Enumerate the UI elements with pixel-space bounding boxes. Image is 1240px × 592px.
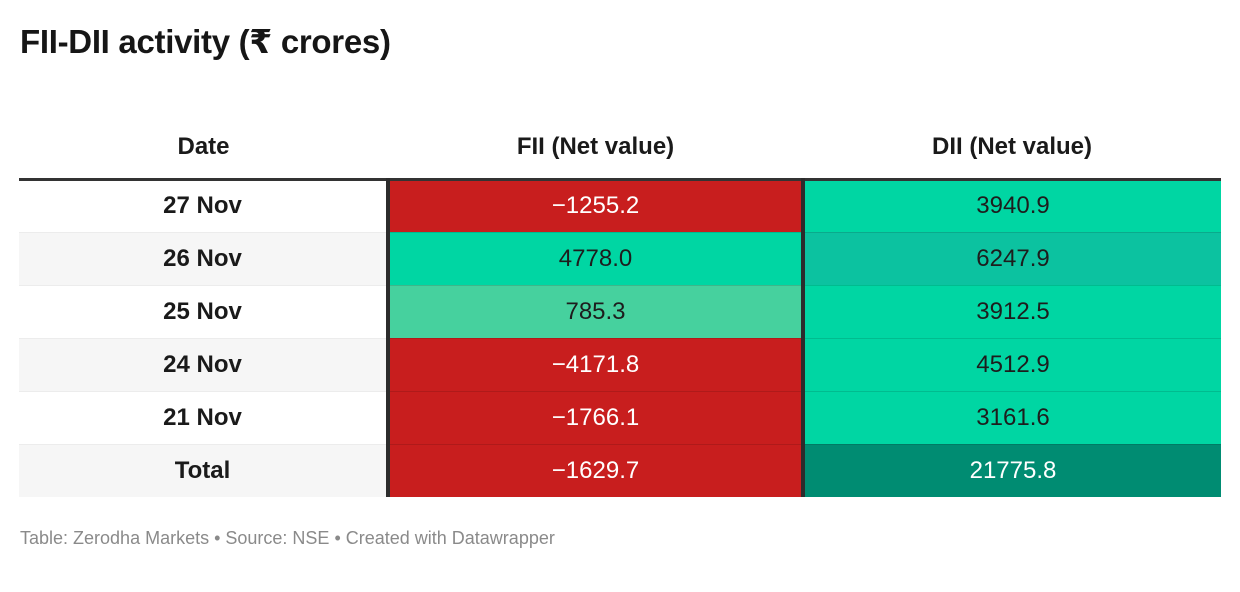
fii-value-cell: −1766.1 (386, 390, 803, 444)
table-row: 21 Nov −1766.1 3161.6 (19, 390, 1221, 444)
table-total-row: Total −1629.7 21775.8 (19, 443, 1221, 497)
column-header-fii: FII (Net value) (388, 117, 803, 181)
table-row: 24 Nov −4171.8 4512.9 (19, 337, 1221, 391)
dii-value-cell: 3161.6 (801, 390, 1221, 444)
fii-dii-table: Date FII (Net value) DII (Net value) 27 … (19, 117, 1221, 497)
date-cell: 26 Nov (19, 231, 388, 285)
fii-total-cell: −1629.7 (386, 443, 803, 497)
table-row: 27 Nov −1255.2 3940.9 (19, 179, 1221, 232)
date-cell: 27 Nov (19, 179, 388, 232)
fii-value-cell: 4778.0 (386, 231, 803, 285)
attribution-footer: Table: Zerodha Markets • Source: NSE • C… (20, 528, 555, 548)
column-header-date: Date (19, 117, 388, 181)
fii-value-cell: −1255.2 (386, 179, 803, 232)
fii-value-cell: −4171.8 (386, 337, 803, 391)
fii-value-cell: 785.3 (386, 284, 803, 338)
dii-total-cell: 21775.8 (801, 443, 1221, 497)
dii-value-cell: 3940.9 (801, 179, 1221, 232)
column-header-dii: DII (Net value) (803, 117, 1221, 181)
table-row: 25 Nov 785.3 3912.5 (19, 284, 1221, 338)
dii-value-cell: 3912.5 (801, 284, 1221, 338)
table-row: 26 Nov 4778.0 6247.9 (19, 231, 1221, 285)
dii-value-cell: 4512.9 (801, 337, 1221, 391)
date-cell: 24 Nov (19, 337, 388, 391)
date-cell: 25 Nov (19, 284, 388, 338)
total-label-cell: Total (19, 443, 388, 497)
page-title: FII-DII activity (₹ crores) (20, 23, 391, 60)
dii-value-cell: 6247.9 (801, 231, 1221, 285)
table-header-row: Date FII (Net value) DII (Net value) (19, 117, 1221, 181)
date-cell: 21 Nov (19, 390, 388, 444)
